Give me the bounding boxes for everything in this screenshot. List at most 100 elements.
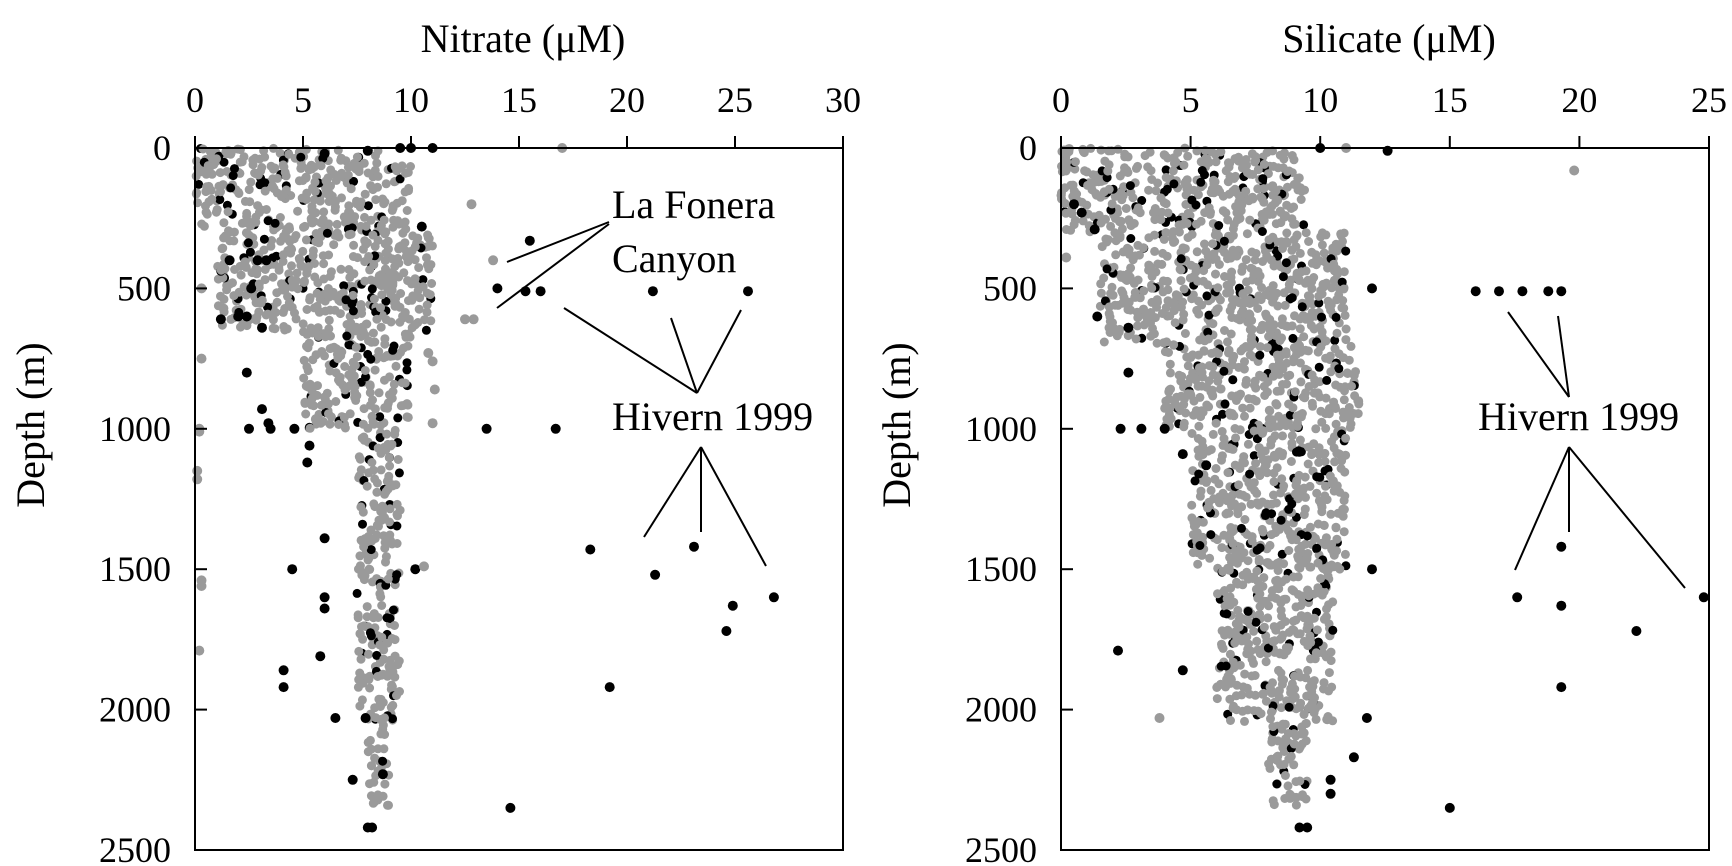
nitrate-cloud-point [338, 288, 348, 298]
silicate-cloud-point [1282, 167, 1292, 176]
nitrate-cloud-point [254, 307, 264, 317]
silicate-cloud-point [1272, 779, 1282, 789]
silicate-cloud-point [1218, 409, 1227, 419]
silicate-cloud-point [1102, 264, 1112, 274]
nitrate-cloud-point [378, 669, 388, 679]
nitrate-cloud-point [260, 178, 270, 188]
silicate-cloud-point [1292, 477, 1302, 487]
silicate-cloud-point [1255, 471, 1265, 481]
silicate-cloud-point [1126, 263, 1136, 273]
nitrate-x-tick-label: 15 [501, 80, 537, 120]
silicate-cloud-point [1346, 341, 1356, 351]
silicate-cloud-point [1282, 238, 1292, 248]
silicate-data-point [1325, 788, 1336, 799]
silicate-cloud-point [1290, 692, 1300, 702]
nitrate-cloud-point [374, 347, 384, 356]
nitrate-cloud-point [398, 240, 408, 250]
silicate-cloud-point [1353, 396, 1363, 406]
nitrate-cloud-point [387, 682, 397, 692]
silicate-cloud-point [1240, 411, 1249, 421]
silicate-y-tick-label: 1500 [965, 549, 1037, 589]
silicate-cloud-point [1261, 657, 1271, 667]
nitrate-cloud-point [390, 162, 400, 172]
silicate-cloud-point [1299, 220, 1309, 230]
nitrate-cloud-point [380, 543, 390, 553]
silicate-cloud-point [1303, 346, 1313, 356]
silicate-cloud-point [1280, 617, 1290, 626]
nitrate-cloud-point [399, 268, 409, 278]
silicate-cloud-point [1178, 315, 1188, 325]
nitrate-cloud-point [350, 360, 360, 370]
silicate-cloud-point [1170, 318, 1180, 328]
silicate-cloud-point [1227, 391, 1237, 401]
nitrate-cloud-point [207, 194, 217, 204]
silicate-cloud-point [1126, 188, 1136, 197]
nitrate-cloud-point [246, 177, 256, 187]
silicate-cloud-point [1308, 401, 1318, 411]
silicate-cloud-point [1252, 268, 1262, 278]
silicate-cloud-point [1242, 567, 1252, 577]
silicate-cloud-point [1251, 396, 1261, 406]
nitrate-cloud-point [371, 195, 381, 205]
silicate-cloud-point [1165, 415, 1175, 425]
nitrate-cloud-point [353, 682, 363, 692]
silicate-cloud-point [1146, 263, 1156, 273]
nitrate-cloud-point [418, 275, 428, 285]
silicate-cloud-point [1322, 375, 1332, 385]
silicate-cloud-point [1231, 433, 1241, 443]
nitrate-data-point [215, 314, 226, 325]
silicate-cloud-point [1257, 497, 1267, 507]
nitrate-cloud-point [216, 291, 225, 301]
nitrate-cloud-point [427, 279, 437, 288]
nitrate-cloud-point [192, 188, 202, 198]
silicate-cloud-point [1192, 247, 1202, 257]
nitrate-cloud-point [202, 209, 212, 219]
nitrate-cloud-point [359, 542, 369, 552]
silicate-cloud-point [1096, 218, 1106, 228]
silicate-cloud-point [1326, 656, 1336, 666]
silicate-cloud-point [1240, 298, 1250, 308]
nitrate-cloud-point [259, 234, 269, 244]
silicate-cloud-point [1329, 432, 1339, 442]
silicate-cloud-point [1060, 183, 1070, 193]
nitrate-data-point [423, 348, 434, 358]
silicate-cloud-point [1317, 289, 1327, 299]
silicate-cloud-point [1303, 665, 1313, 675]
nitrate-cloud-point [310, 272, 320, 282]
silicate-cloud-point [1305, 295, 1314, 305]
nitrate-cloud-point [392, 521, 402, 531]
nitrate-cloud-point [393, 660, 403, 670]
silicate-y-ticks: 0 500 1000 1500 2000 2500 [965, 128, 1073, 866]
silicate-cloud-point [1274, 584, 1284, 594]
silicate-cloud-point [1291, 535, 1301, 545]
nitrate-cloud-point [375, 433, 385, 443]
silicate-cloud-point [1099, 337, 1109, 347]
silicate-cloud-point [1208, 429, 1218, 439]
silicate-cloud-point [1096, 288, 1106, 298]
nitrate-data-point [192, 474, 203, 485]
nitrate-cloud-point [369, 260, 379, 270]
nitrate-data-point [241, 367, 252, 378]
silicate-y-tick-label: 2500 [965, 830, 1037, 866]
silicate-y-tick-label: 500 [983, 268, 1037, 308]
silicate-cloud-point [1106, 221, 1116, 231]
nitrate-cloud-point [353, 253, 362, 263]
nitrate-cloud-point [367, 536, 377, 546]
silicate-cloud-point [1082, 167, 1092, 177]
nitrate-cloud-point [310, 259, 319, 268]
nitrate-cloud-point [314, 238, 324, 248]
silicate-data-point [1177, 449, 1188, 460]
silicate-cloud-point [1214, 492, 1224, 502]
nitrate-cloud-point [271, 308, 281, 317]
nitrate-cloud-point [257, 163, 267, 172]
silicate-cloud-point [1204, 334, 1213, 344]
silicate-cloud-point [1168, 166, 1178, 176]
silicate-cloud-point [1277, 474, 1287, 484]
silicate-cloud-point [1226, 716, 1235, 725]
silicate-cloud-point [1222, 609, 1232, 619]
silicate-cloud-point [1317, 417, 1327, 427]
silicate-cloud-point [1258, 174, 1268, 184]
silicate-cloud-point [1183, 361, 1193, 371]
nitrate-data-point [302, 457, 313, 468]
silicate-cloud-point [1319, 614, 1329, 624]
